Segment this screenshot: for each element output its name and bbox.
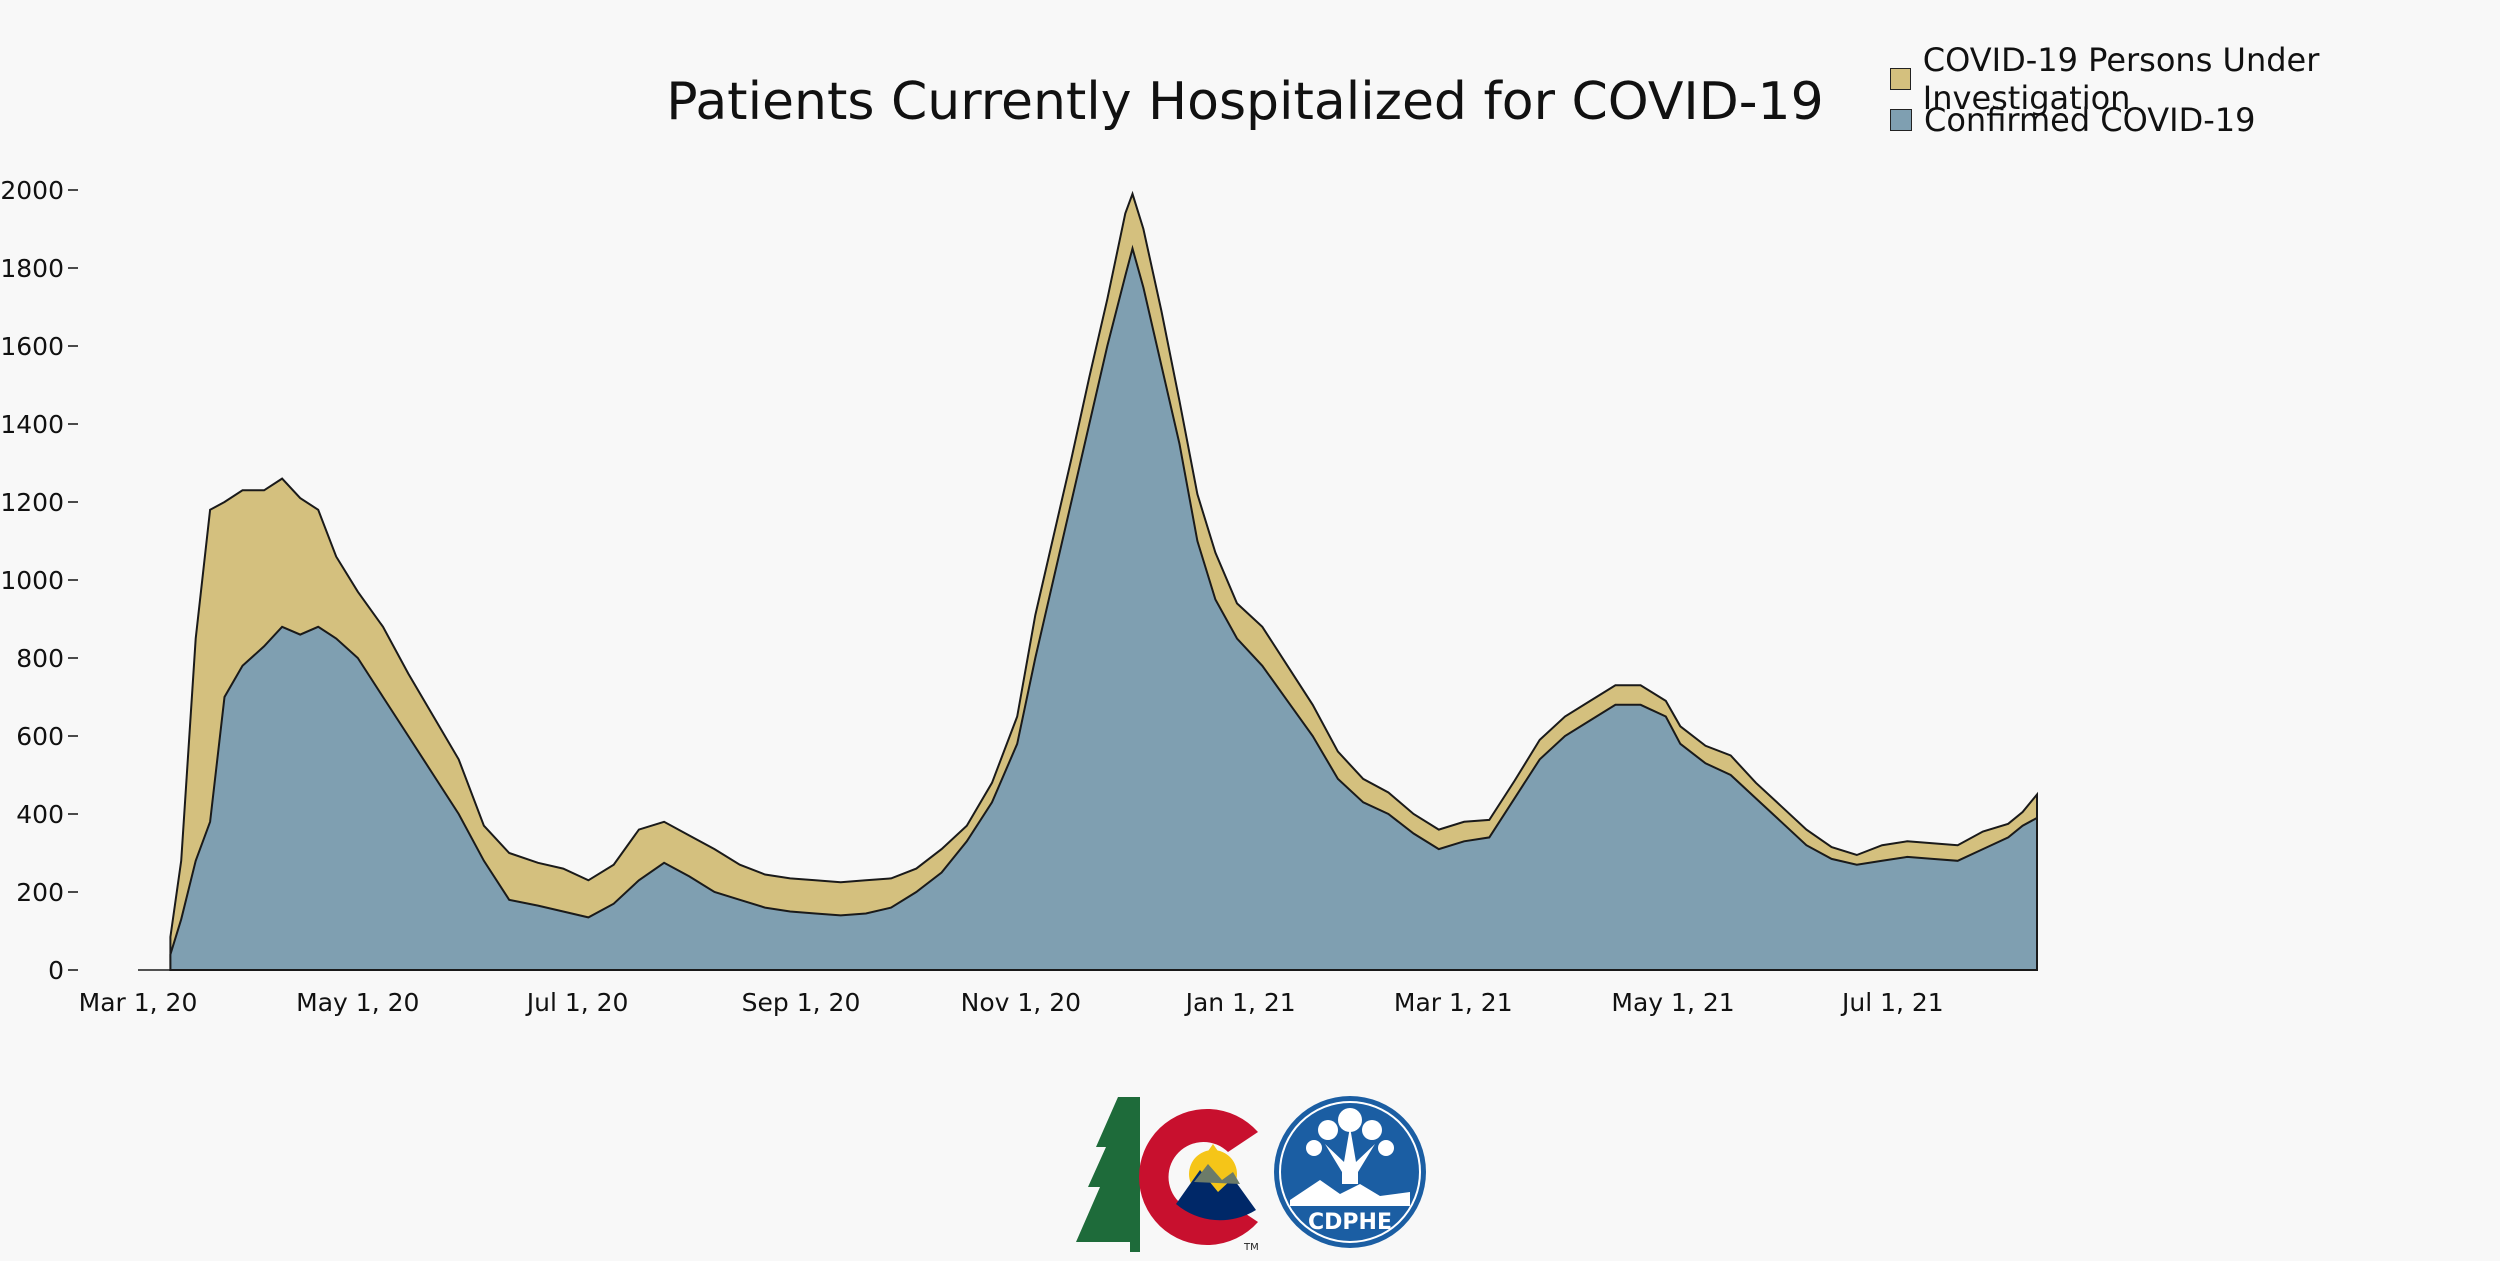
tree-figure-icon xyxy=(1325,1127,1375,1184)
y-tick-label: 0 xyxy=(48,956,64,985)
legend-label-confirmed: Confirmed COVID-19 xyxy=(1924,100,2256,139)
x-tick-label: Sep 1, 20 xyxy=(742,988,861,1017)
x-tick-label: Jan 1, 21 xyxy=(1184,988,1296,1017)
chart-legend: COVID-19 Persons Under Investigation Con… xyxy=(1890,41,2500,140)
x-tick-label: Nov 1, 20 xyxy=(961,988,1081,1017)
x-tick-label: May 1, 20 xyxy=(296,988,419,1017)
cdphe-logo: CDPHE xyxy=(1274,1096,1426,1248)
legend-swatch-pui xyxy=(1890,67,1911,90)
legend-item-pui[interactable]: COVID-19 Persons Under Investigation xyxy=(1890,41,2500,117)
x-axis: Mar 1, 20 May 1, 20 Jul 1, 20 Sep 1, 20 Nov … xyxy=(79,988,1944,1017)
chart-title: Patients Currently Hospitalized for COVI… xyxy=(666,72,1824,132)
legend-label-pui: COVID-19 Persons Under Investigation xyxy=(1922,40,2320,117)
y-tick-label: 1800 xyxy=(0,254,64,283)
y-tick-label: 1200 xyxy=(0,488,64,517)
legend-swatch-confirmed xyxy=(1890,108,1912,131)
y-tick-label: 1400 xyxy=(0,410,64,439)
footer-logos: TM CDPHE xyxy=(1068,1092,1438,1256)
y-tick-label: 800 xyxy=(16,644,64,673)
x-tick-label: Jul 1, 21 xyxy=(1840,988,1944,1017)
colorado-state-logo: TM xyxy=(1076,1097,1259,1253)
y-tick-label: 1000 xyxy=(0,566,64,595)
y-tick-label: 200 xyxy=(16,878,64,907)
x-tick-label: Mar 1, 20 xyxy=(79,988,198,1017)
x-tick-label: Jul 1, 20 xyxy=(525,988,629,1017)
y-tick-label: 2000 xyxy=(0,176,64,205)
chart-areas xyxy=(138,190,2038,971)
pine-tree-icon xyxy=(1076,1097,1140,1252)
svg-text:TM: TM xyxy=(1243,1242,1259,1252)
legend-item-confirmed[interactable]: Confirmed COVID-19 xyxy=(1890,99,2500,140)
x-tick-label: Mar 1, 21 xyxy=(1394,988,1513,1017)
x-tick-label: May 1, 21 xyxy=(1611,988,1734,1017)
cdphe-logo-text: CDPHE xyxy=(1308,1210,1392,1235)
y-tick-label: 1600 xyxy=(0,332,64,361)
y-tick-label: 600 xyxy=(16,722,64,751)
area-confirmed xyxy=(169,244,2038,971)
y-axis: 0 200 400 600 800 1000 1200 1400 1600 1800 2000 xyxy=(0,176,78,985)
y-tick-label: 400 xyxy=(16,800,64,829)
